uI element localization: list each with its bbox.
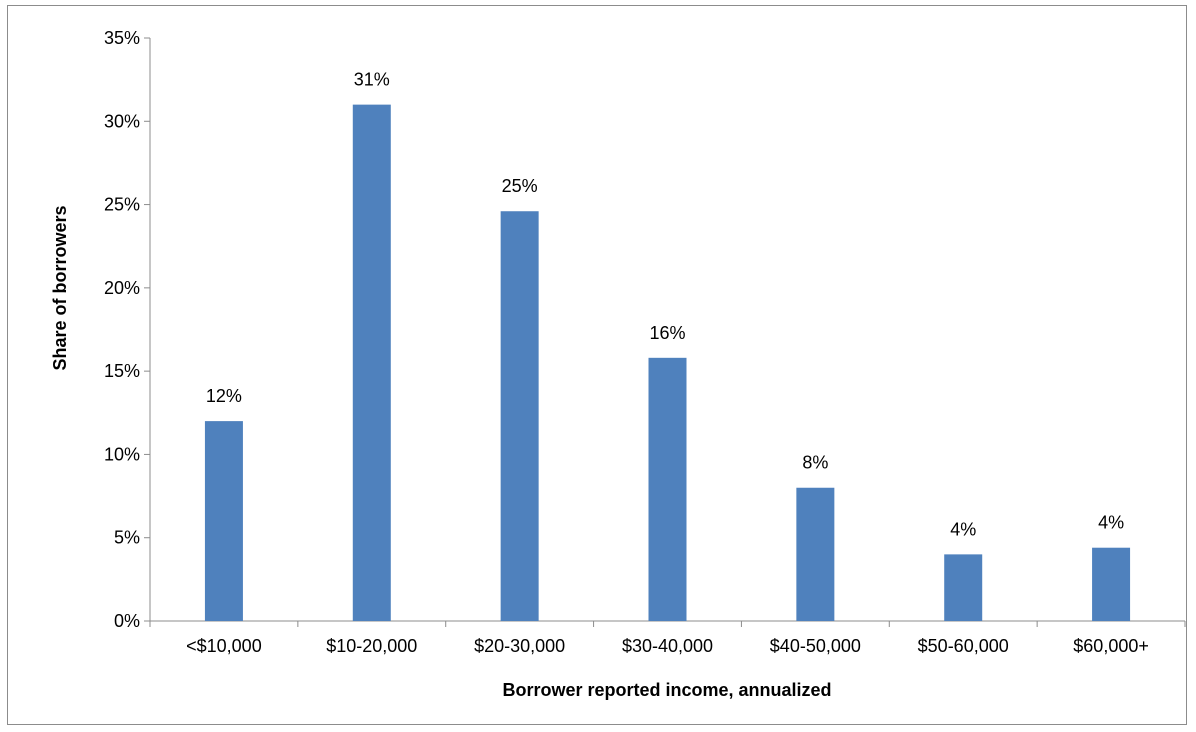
x-tick-label: $40-50,000 [770, 636, 861, 656]
y-tick-label: 15% [104, 361, 140, 381]
chart-frame [7, 5, 1187, 725]
data-label: 31% [354, 70, 390, 90]
y-axis: 0% 5% 10% 15% 20% 25% 30% 35% [104, 28, 151, 631]
data-labels: 12% 31% 25% 16% 8% 4% 4% [206, 70, 1124, 540]
bar [796, 487, 835, 621]
y-tick-label: 20% [104, 278, 140, 298]
data-label: 4% [1098, 513, 1124, 533]
data-label: 25% [502, 176, 538, 196]
x-tick-label: $60,000+ [1073, 636, 1149, 656]
y-tick-label: 0% [114, 611, 140, 631]
y-axis-title: Share of borrowers [50, 205, 70, 370]
x-tick-label: $50-60,000 [918, 636, 1009, 656]
bars [204, 104, 1131, 622]
y-tick-label: 25% [104, 195, 140, 215]
y-tick-label: 5% [114, 528, 140, 548]
bar [500, 211, 539, 621]
data-label: 8% [802, 453, 828, 473]
y-tick-label: 30% [104, 111, 140, 131]
bar [648, 357, 687, 621]
x-tick-label: <$10,000 [186, 636, 262, 656]
x-tick-label: $10-20,000 [326, 636, 417, 656]
bar [944, 554, 983, 621]
data-label: 12% [206, 386, 242, 406]
x-tick-label: $30-40,000 [622, 636, 713, 656]
data-label: 4% [950, 519, 976, 539]
data-label: 16% [649, 323, 685, 343]
bar [204, 421, 243, 621]
x-tick-label: $20-30,000 [474, 636, 565, 656]
y-tick-label: 10% [104, 444, 140, 464]
x-axis-title: Borrower reported income, annualized [502, 680, 831, 700]
y-tick-label: 35% [104, 28, 140, 48]
x-axis: <$10,000 $10-20,000 $20-30,000 $30-40,000 $4… [149, 620, 1186, 656]
bar [1092, 547, 1131, 621]
bar [352, 104, 391, 622]
